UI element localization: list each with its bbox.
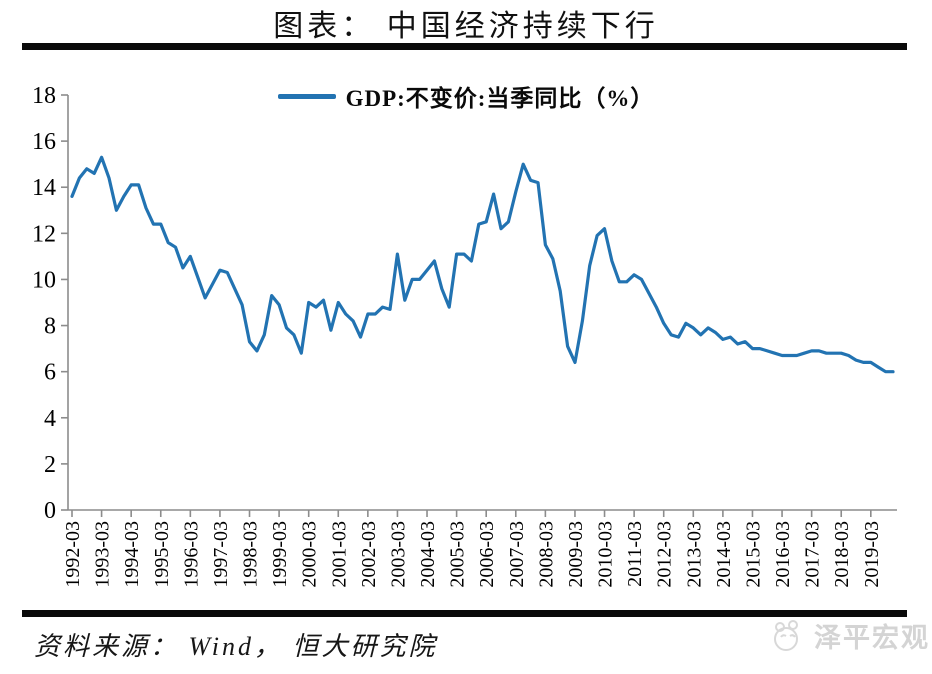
y-tick-label: 2 <box>44 452 56 478</box>
x-tick-label: 1996-03 <box>180 521 202 588</box>
y-tick-label: 6 <box>44 360 56 386</box>
x-tick-label: 1999-03 <box>269 521 291 588</box>
bottom-divider <box>22 610 907 617</box>
x-tick-label: 2013-03 <box>683 521 705 588</box>
x-tick-label: 2011-03 <box>624 521 646 587</box>
x-tick-label: 2001-03 <box>328 521 350 588</box>
y-tick-label: 10 <box>32 267 56 293</box>
y-tick-label: 0 <box>44 498 56 524</box>
x-tick-label: 2007-03 <box>506 521 528 588</box>
top-divider <box>22 43 907 50</box>
x-tick-label: 2016-03 <box>772 521 794 588</box>
y-tick-label: 12 <box>32 221 56 247</box>
y-tick-label: 14 <box>32 175 56 201</box>
watermark: 泽平宏观 <box>768 612 930 658</box>
x-tick-label: 1995-03 <box>151 521 173 588</box>
axes <box>67 95 897 511</box>
x-tick-label: 2017-03 <box>802 521 824 588</box>
page-title: 图表： 中国经济持续下行 <box>273 10 659 43</box>
x-tick-label: 1997-03 <box>210 521 232 588</box>
legend-label: GDP:不变价:当季同比（%） <box>345 86 655 111</box>
x-tick-label: 2000-03 <box>299 521 321 588</box>
x-tick-label: 1994-03 <box>121 521 143 588</box>
source-note: 资料来源： Wind， 恒大研究院 <box>34 632 438 661</box>
y-tick-label: 18 <box>32 83 56 109</box>
y-tick-label: 8 <box>44 314 56 340</box>
x-tick-label: 2018-03 <box>831 521 853 588</box>
y-tick-label: 4 <box>44 406 56 432</box>
x-tick-label: 2012-03 <box>654 521 676 588</box>
x-tick-label: 2005-03 <box>447 521 469 588</box>
x-tick-group: 1992-03 1993-03 1994-03 1995-03 1996-03 1997-… <box>62 510 883 588</box>
watermark-text: 泽平宏观 <box>814 622 930 653</box>
x-tick-label: 2003-03 <box>387 521 409 588</box>
x-tick-label: 1992-03 <box>62 521 84 588</box>
y-tick-label: 16 <box>32 129 56 155</box>
gdp-series-line <box>70 155 895 374</box>
x-tick-label: 2009-03 <box>565 521 587 588</box>
legend: GDP:不变价:当季同比（%） <box>0 79 932 113</box>
x-tick-label: 1993-03 <box>92 521 114 588</box>
x-tick-label: 2004-03 <box>417 521 439 588</box>
x-tick-label: 2002-03 <box>358 521 380 588</box>
x-tick-label: 2010-03 <box>595 521 617 588</box>
x-tick-label: 2019-03 <box>861 521 883 588</box>
x-tick-label: 2014-03 <box>713 521 735 588</box>
x-tick-label: 2008-03 <box>535 521 557 588</box>
x-tick-label: 2006-03 <box>476 521 498 588</box>
zeping-panda-logo-icon <box>774 620 798 651</box>
x-tick-label: 2015-03 <box>742 521 764 588</box>
legend-line-sample-icon <box>277 93 336 99</box>
x-tick-label: 1998-03 <box>240 521 262 588</box>
y-tick-group: 0 2 4 6 8 10 12 14 16 18 <box>32 83 68 524</box>
